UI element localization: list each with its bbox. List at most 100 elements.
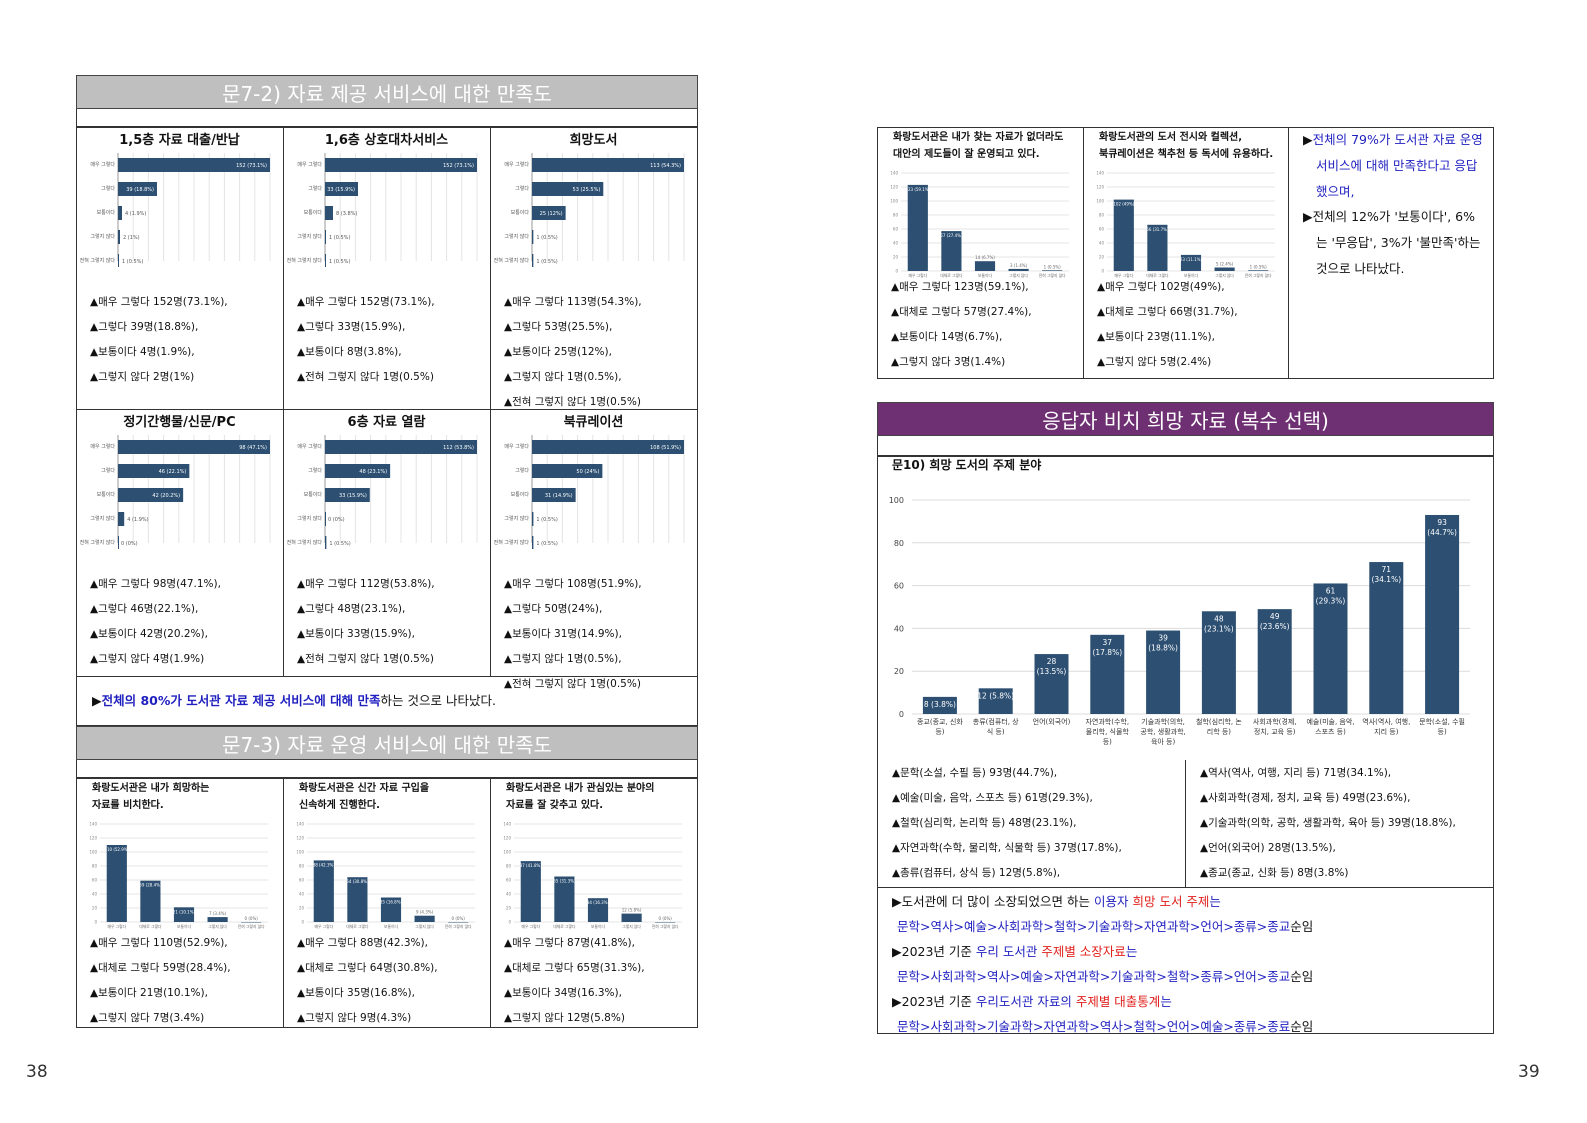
section-spacer [76, 109, 698, 127]
y-tick-label: 60 [1099, 227, 1105, 232]
wish-stat-line: ▲사회과학(경제, 정치, 교육 등) 49명(23.6%), [1200, 792, 1411, 804]
hbar-category-label: 그렇다 [308, 185, 322, 192]
summary-arrow: ▶ [92, 693, 102, 708]
hbar-category-label: 그렇지 않다 [297, 233, 322, 240]
vbar-value-label: 66 (31.7%) [1146, 227, 1169, 232]
y-tick-label: 80 [506, 864, 512, 869]
note-arrow: ▶ [1303, 132, 1313, 147]
bottom-note-2: 문학>역사>예술>사회과학>철학>기술과학>자연과학>언어>종류>종교순임 [897, 916, 1313, 935]
hbar-chart: 매우 그렇다 108 (51.9%) 그렇다 50 (24%) 보통이다 31 (14.9… [494, 435, 685, 549]
vbar-bar [173, 907, 195, 922]
grid-divider [283, 778, 284, 1028]
bar [1146, 630, 1181, 714]
page-number-left: 38 [26, 1062, 48, 1082]
hbar-category-label: 매우 그렇다 [504, 161, 529, 168]
hbar-value-label: 1 (0.5%) [122, 259, 143, 265]
bar [922, 696, 957, 714]
y-tick-label: 140 [296, 822, 304, 827]
bar-value-label: (44.7%) [1427, 528, 1457, 537]
hbar-chart: 매우 그렇다 112 (53.8%) 그렇다 48 (23.1%) 보통이다 33 (15… [287, 435, 478, 549]
hbar-category-label: 그렇지 않다 [90, 515, 115, 522]
vbar-bar [1147, 224, 1168, 271]
vbar-stat-line: ▲그렇지 않다 9명(4.3%) [297, 1012, 412, 1024]
y-tick-label: 60 [506, 878, 512, 883]
summary-highlight: 전체의 80%가 도서관 자료 제공 서비스에 대해 만족 [101, 693, 381, 708]
hbar-stat-line: ▲전혀 그렇지 않다 1명(0.5%) [504, 678, 641, 690]
vbar-value-label: 0 (0%) [245, 916, 259, 921]
y-tick-label: 40 [506, 892, 512, 897]
hbar-category-label: 그렇지 않다 [297, 515, 322, 522]
hbar-value-label: 48 (23.1%) [359, 469, 387, 475]
note-text: 순임 [1290, 919, 1314, 934]
hbar-stat-line: ▲보통이다 42명(20.2%), [90, 628, 208, 640]
vbar-stat-line: ▲대체로 그렇다 64명(30.8%), [297, 962, 438, 974]
vbar-bar [106, 845, 127, 922]
vbar-chart: 0 20 40 60 80 100 120 140 123 (59.1%) 매우 그렇다 57 (2… [890, 171, 1069, 278]
hbar-chart-title: 정기간행물/신문/PC [123, 415, 236, 430]
hbar-value-label: 39 (18.8%) [126, 187, 154, 193]
bar [1425, 514, 1460, 714]
vbar-bar [520, 861, 541, 922]
note-line: 서비스에 대해 만족한다고 응답 [1316, 158, 1478, 173]
hbar-bar [118, 182, 157, 196]
hbar-stat-line: ▲매우 그렇다 113명(54.3%), [504, 296, 642, 308]
vbar-stat-line: ▲매우 그렇다 102명(49%), [1097, 281, 1225, 293]
vbar-stat-line: ▲대체로 그렇다 65명(31.3%), [504, 962, 645, 974]
hbar-category-label: 그렇지 않다 [504, 515, 529, 522]
hbar-bar [325, 488, 370, 502]
bar-value-label: 61 [1326, 586, 1336, 595]
hbar-bar [118, 206, 122, 220]
grid-divider [1288, 127, 1289, 379]
hbar-category-label: 매우 그렇다 [297, 443, 322, 450]
y-tick-label: 100 [296, 850, 304, 855]
y-tick-label: 0 [895, 269, 898, 274]
hbar-bar [325, 206, 333, 220]
y-tick-label: 60 [893, 227, 899, 232]
wish-stat-line: ▲언어(외국어) 28명(13.5%), [1200, 842, 1336, 854]
grid-divider [490, 778, 491, 1028]
hbar-stat-line: ▲그렇다 48명(23.1%), [297, 603, 406, 615]
vbar-bar [207, 917, 228, 922]
vbar-stat-line: ▲매우 그렇다 87명(41.8%), [504, 937, 635, 949]
vbar-chart: 0 20 40 60 80 100 120 140 110 (52.9%) 매우 그렇다 59 (2… [89, 822, 268, 929]
hbar-bar [118, 158, 270, 172]
hbar-stat-line: ▲보통이다 25명(12%), [504, 346, 612, 358]
x-category-label: 정치, 교육 등) [1254, 727, 1296, 736]
vbar-stat-line: ▲매우 그렇다 123명(59.1%), [891, 281, 1029, 293]
hbar-bar [118, 536, 119, 549]
bar-value-label: (18.8%) [1148, 644, 1178, 653]
hbar-bar [532, 440, 684, 454]
y-tick-label: 0 [899, 710, 904, 719]
hbar-value-label: 4 (1.9%) [125, 211, 146, 217]
bar-value-label: 8 (3.8%) [924, 700, 956, 709]
vbar-stat-line: ▲보통이다 23명(11.1%), [1097, 331, 1215, 343]
wish-stat-line: ▲역사(역사, 여행, 지리 등) 71명(34.1%), [1200, 767, 1392, 779]
vbar-chart-title: 화랑도서관은 내가 찾는 자료가 없더라도 [893, 132, 1064, 143]
bar-value-label: (34.1%) [1371, 575, 1401, 584]
satisfaction-grid [76, 127, 698, 726]
hbar-bar [325, 230, 326, 244]
vbar-category-label: 대체로 그렇다 [139, 924, 162, 929]
note-text: ▶2023년 기준 [892, 994, 976, 1009]
x-category-label: 리학 등) [1207, 727, 1232, 736]
vbar-value-label: 87 (41.8%) [520, 863, 543, 868]
vbar-chart-title: 북큐레이션은 책추천 등 독서에 유용하다. [1099, 149, 1274, 160]
x-category-label: 등) [1438, 728, 1447, 736]
vbar-bar [1008, 268, 1029, 271]
hbar-category-label: 매우 그렇다 [90, 161, 115, 168]
vbar-chart-title: 화랑도서관은 신간 자료 구입을 [299, 783, 430, 794]
hbar-value-label: 152 (73.1%) [236, 163, 267, 169]
hbar-bar [118, 254, 119, 267]
hbar-bar [532, 464, 603, 478]
vbar-category-label: 보통이다 [177, 924, 191, 929]
bar-value-label: (13.5%) [1037, 667, 1067, 676]
vbar-stat-line: ▲보통이다 34명(16.3%), [504, 987, 622, 999]
hbar-stat-line: ▲그렇지 않다 1명(0.5%), [504, 371, 622, 383]
bottom-note-1: ▶도서관에 더 많이 소장되었으면 하는 이용자 희망 도서 주제는 [892, 891, 1221, 910]
hbar-value-label: 1 (0.5%) [536, 259, 557, 265]
hbar-value-label: 1 (0.5%) [329, 259, 350, 265]
vbar-chart: 0 20 40 60 80 100 120 140 102 (49%) 매우 그렇다 66 (31.… [1096, 171, 1275, 278]
x-category-label: 총류(컴퓨터, 상 [973, 717, 1019, 726]
bar-value-label: 39 [1158, 634, 1168, 643]
hbar-category-label: 그렇다 [101, 185, 115, 192]
